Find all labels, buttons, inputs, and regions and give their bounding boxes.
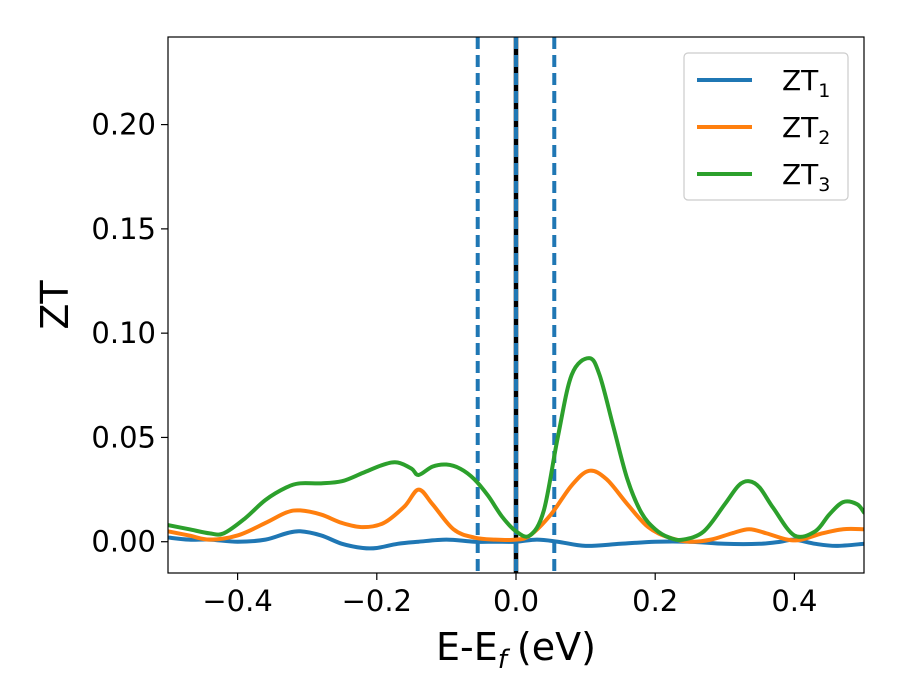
x-tick-label: −0.2 (342, 584, 412, 618)
legend: ZT1 ZT2 ZT3 (683, 52, 849, 201)
series-line-zt3 (168, 356, 864, 542)
x-axis-title-main: E-E (436, 625, 498, 669)
y-tick-label: 0.15 (91, 212, 156, 246)
legend-frame (683, 52, 849, 201)
x-tick-label: 0.4 (771, 584, 817, 618)
legend-label-zt3: ZT3 (782, 158, 830, 196)
x-axis-ticks: −0.4 −0.2 0.0 0.2 0.4 (202, 573, 817, 618)
y-tick-label: 0.10 (91, 316, 156, 350)
x-axis-title-unit: (eV) (517, 625, 596, 669)
series-lines (168, 356, 864, 551)
y-tick-label: 0.05 (91, 420, 156, 454)
y-axis-title: ZT (33, 280, 77, 330)
series-line-zt2 (168, 468, 864, 544)
y-tick-label: 0.00 (91, 525, 156, 559)
series-line-zt1 (168, 529, 864, 551)
x-tick-label: −0.4 (202, 584, 272, 618)
y-axis-ticks: 0.00 0.05 0.10 0.15 0.20 (91, 108, 168, 559)
x-axis-title-subscript: f (498, 645, 511, 675)
x-tick-label: 0.0 (493, 584, 539, 618)
x-axis-title: E-Ef (eV) (436, 625, 596, 675)
x-tick-label: 0.2 (632, 584, 678, 618)
y-tick-label: 0.20 (91, 108, 156, 142)
legend-label-zt2: ZT2 (782, 111, 830, 149)
legend-label-zt1: ZT1 (782, 64, 830, 102)
vertical-reference-lines (475, 37, 557, 573)
